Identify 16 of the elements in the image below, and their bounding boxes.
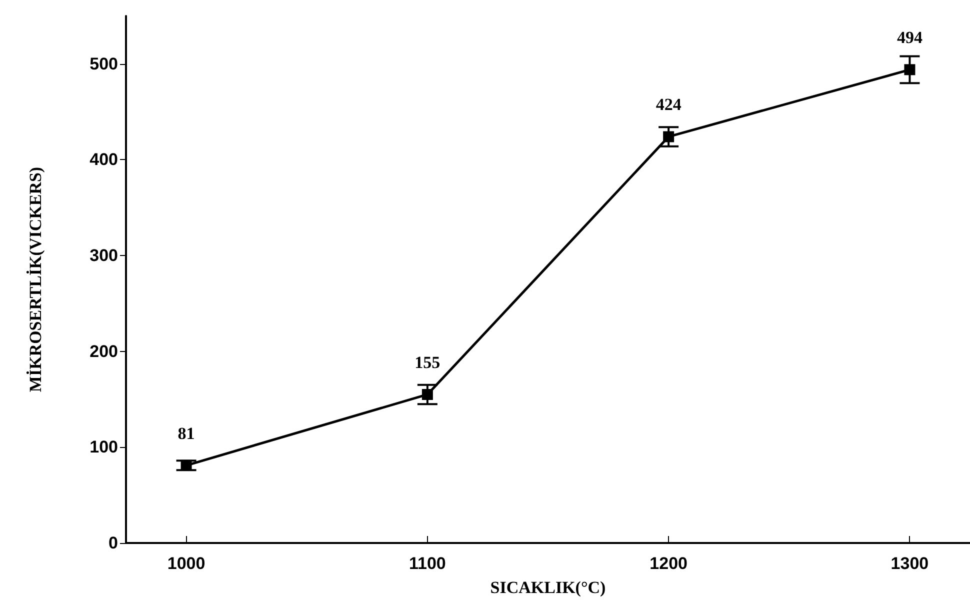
y-tick-label: 0 bbox=[108, 534, 118, 552]
x-axis-title: SICAKLIK(°C) bbox=[490, 578, 606, 597]
y-axis-title: MİKROSERTLİK(VICKERS) bbox=[26, 166, 45, 392]
y-tick-label: 100 bbox=[90, 438, 118, 457]
data-label: 81 bbox=[178, 424, 195, 443]
y-tick-label: 300 bbox=[90, 246, 118, 266]
data-label: 155 bbox=[414, 352, 440, 372]
data-label: 424 bbox=[656, 95, 682, 114]
y-tick-label: 400 bbox=[90, 150, 118, 170]
x-tick-label: 1300 bbox=[890, 554, 929, 573]
x-tick-label: 1200 bbox=[650, 554, 688, 573]
x-tick-label: 1100 bbox=[408, 554, 446, 573]
y-tick-label: 500 bbox=[90, 54, 118, 74]
x-tick-label: 1000 bbox=[167, 554, 206, 573]
y-tick-label: 200 bbox=[90, 342, 118, 361]
data-label: 494 bbox=[896, 28, 923, 48]
